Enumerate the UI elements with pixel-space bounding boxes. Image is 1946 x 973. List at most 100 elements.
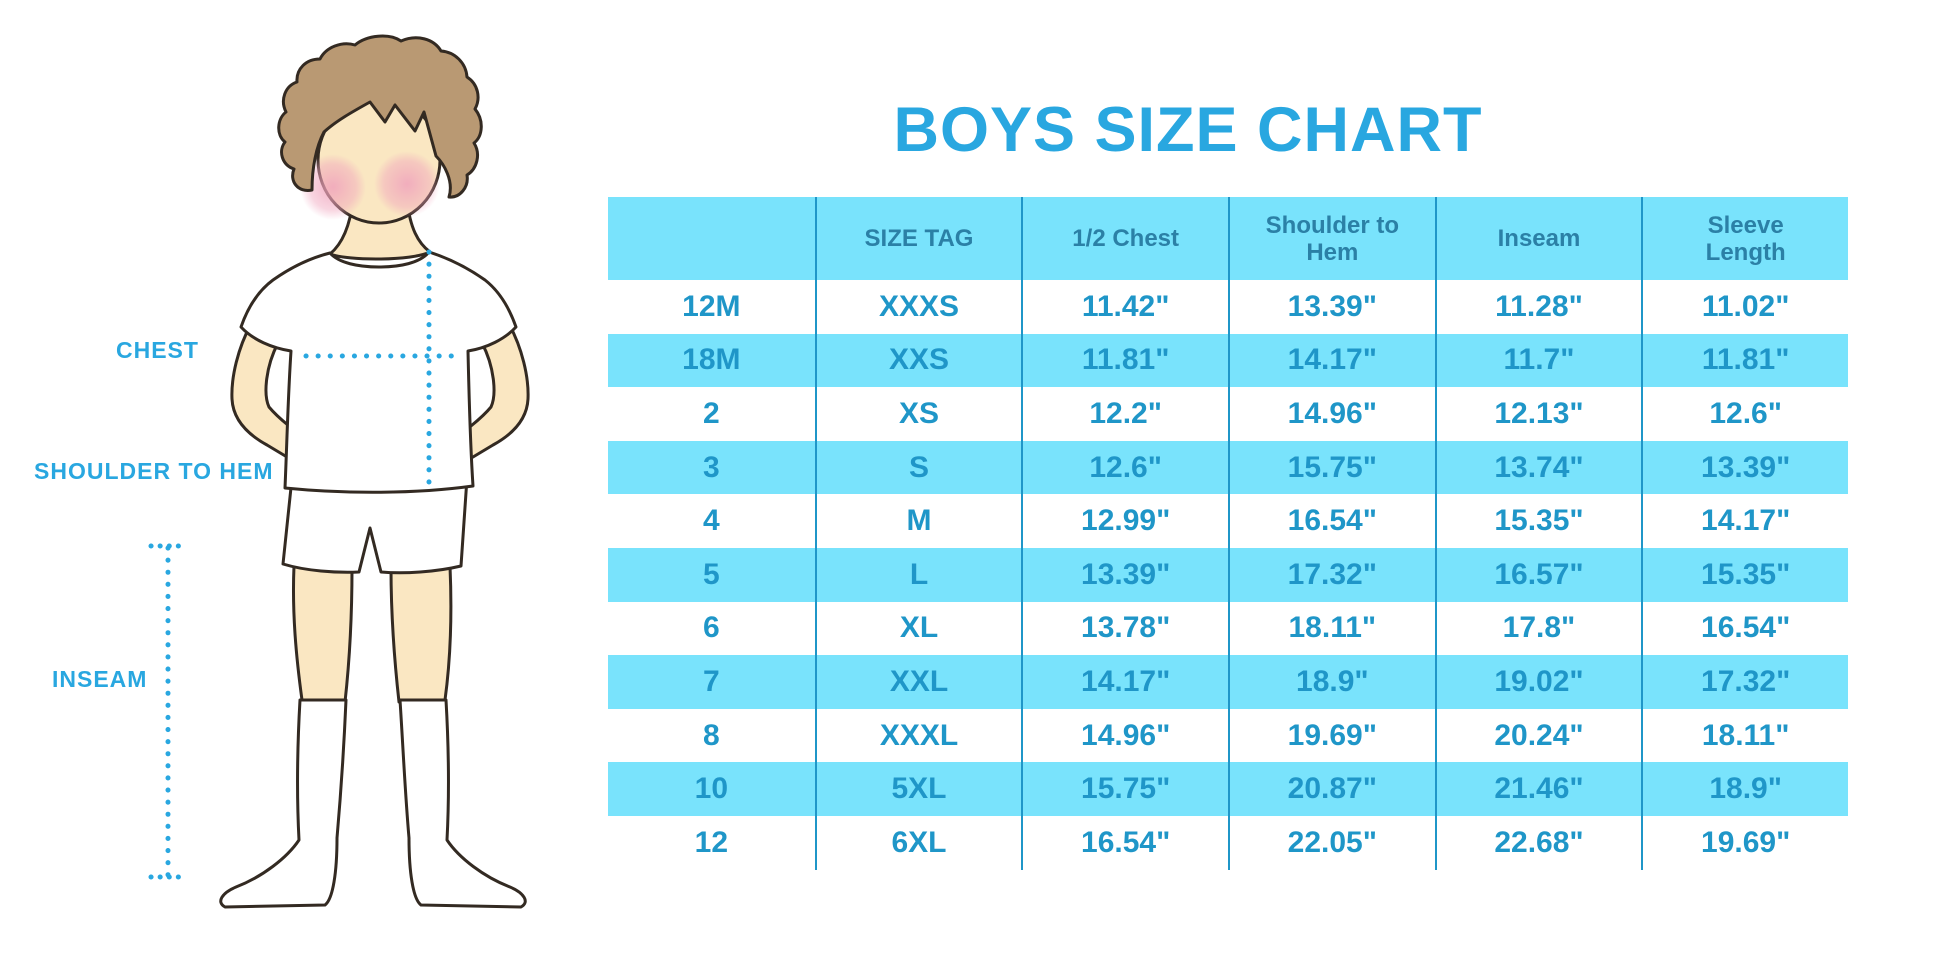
table-row: 12 6XL 16.54" 22.05" 22.68" 19.69" xyxy=(608,815,1848,870)
table-cell: XXXL xyxy=(814,708,1022,763)
table-cell: 11.7" xyxy=(1434,333,1642,388)
table-cell: 19.02" xyxy=(1434,655,1642,709)
table-cell: 14.96" xyxy=(1228,387,1435,441)
table-cell: 17.32" xyxy=(1641,655,1848,709)
table-cell: 6XL xyxy=(814,815,1022,870)
table-cell: 20.87" xyxy=(1228,762,1435,816)
table-cell: 16.54" xyxy=(1228,494,1435,548)
table-cell: XXS xyxy=(814,333,1022,388)
table-cell: 15.35" xyxy=(1434,494,1642,548)
table-cell: 19.69" xyxy=(1228,708,1435,763)
column-header: Shoulder to Hem xyxy=(1228,197,1435,280)
table-cell: 17.8" xyxy=(1434,601,1642,656)
table-cell: 18.11" xyxy=(1641,708,1848,763)
table-cell: 11.81" xyxy=(1021,333,1228,388)
table-cell: 19.69" xyxy=(1641,815,1848,870)
table-cell: 20.24" xyxy=(1434,708,1642,763)
column-header-label: Shoulder to Hem xyxy=(1265,211,1399,266)
table-row: 8 XXXL 14.96" 19.69" 20.24" 18.11" xyxy=(608,708,1848,763)
table-cell: 22.05" xyxy=(1228,815,1435,870)
table-cell: 13.74" xyxy=(1434,440,1642,495)
table-cell: 18.9" xyxy=(1228,655,1435,709)
table-cell: 21.46" xyxy=(1434,762,1642,816)
table-cell: 12.6" xyxy=(1641,387,1848,441)
column-header: SIZE TAG xyxy=(814,197,1022,280)
table-cell: 12.99" xyxy=(1021,494,1228,548)
table-cell: 18.9" xyxy=(1641,762,1848,816)
table-cell: 18.11" xyxy=(1228,601,1435,656)
table-cell: XXL xyxy=(814,655,1022,709)
table-cell: 10 xyxy=(608,762,815,816)
table-cell: XL xyxy=(814,601,1022,656)
table-cell: 22.68" xyxy=(1434,815,1642,870)
chest-label: CHEST xyxy=(116,337,199,363)
table-cell: 13.39" xyxy=(1021,547,1228,602)
shoulder-to-hem-label: SHOULDER TO HEM xyxy=(34,458,274,484)
table-cell: 16.54" xyxy=(1641,601,1848,656)
inseam-label: INSEAM xyxy=(52,666,148,692)
table-cell: XS xyxy=(814,387,1022,441)
column-header-label: Inseam xyxy=(1497,225,1581,252)
table-cell: 12M xyxy=(608,280,815,334)
column-header xyxy=(608,197,815,280)
blush-left xyxy=(300,154,366,220)
table-cell: 12.2" xyxy=(1021,387,1228,441)
table-cell: 5XL xyxy=(814,762,1022,816)
table-cell: S xyxy=(814,440,1022,495)
column-header: Sleeve Length xyxy=(1641,197,1848,280)
size-table: SIZE TAG 1/2 Chest Shoulder to Hem Inseam Sl… xyxy=(608,197,1848,870)
table-cell: 17.32" xyxy=(1228,547,1435,602)
table-cell: 15.75" xyxy=(1228,440,1435,495)
boy-left-sock xyxy=(219,698,348,909)
table-cell: XXXS xyxy=(814,280,1022,334)
table-cell: 12.13" xyxy=(1434,387,1642,441)
table-body: 12M XXXS 11.42" 13.39" 11.28" 11.02" 18M XXS 11.… xyxy=(608,280,1848,870)
table-cell: 12 xyxy=(608,815,815,870)
table-row: 12M XXXS 11.42" 13.39" 11.28" 11.02" xyxy=(608,280,1848,334)
table-cell: 16.54" xyxy=(1021,815,1228,870)
boy-shorts xyxy=(281,476,469,575)
table-cell: 2 xyxy=(608,387,815,441)
table-cell: 5 xyxy=(608,547,815,602)
boy-hair xyxy=(277,34,483,199)
column-header-label: SIZE TAG xyxy=(864,225,974,252)
table-row: 10 5XL 15.75" 20.87" 21.46" 18.9" xyxy=(608,762,1848,816)
table-cell: 11.81" xyxy=(1641,333,1848,388)
table-cell: 14.96" xyxy=(1021,708,1228,763)
table-header-row: SIZE TAG 1/2 Chest Shoulder to Hem Inseam Sl… xyxy=(608,197,1848,280)
boy-right-sock xyxy=(398,698,527,909)
boy-right-leg xyxy=(389,564,453,704)
table-cell: 11.28" xyxy=(1434,280,1642,334)
column-header-label: Sleeve Length xyxy=(1705,211,1786,266)
table-cell: 18M xyxy=(608,333,815,388)
table-cell: 12.6" xyxy=(1021,440,1228,495)
table-cell: 8 xyxy=(608,708,815,763)
table-cell: 6 xyxy=(608,601,815,656)
table-row: 4 M 12.99" 16.54" 15.35" 14.17" xyxy=(608,494,1848,548)
table-cell: M xyxy=(814,494,1022,548)
table-cell: L xyxy=(814,547,1022,602)
table-cell: 13.39" xyxy=(1641,440,1848,495)
table-row: 18M XXS 11.81" 14.17" 11.7" 11.81" xyxy=(608,333,1848,388)
table-row: 2 XS 12.2" 14.96" 12.13" 12.6" xyxy=(608,387,1848,441)
column-header: 1/2 Chest xyxy=(1021,197,1228,280)
column-header-label: 1/2 Chest xyxy=(1072,225,1180,252)
table-cell: 11.02" xyxy=(1641,280,1848,334)
table-cell: 13.39" xyxy=(1228,280,1435,334)
blush-right xyxy=(374,151,440,217)
table-cell: 14.17" xyxy=(1228,333,1435,388)
table-cell: 13.78" xyxy=(1021,601,1228,656)
table-cell: 4 xyxy=(608,494,815,548)
table-row: 6 XL 13.78" 18.11" 17.8" 16.54" xyxy=(608,601,1848,656)
table-cell: 14.17" xyxy=(1641,494,1848,548)
table-row: 5 L 13.39" 17.32" 16.57" 15.35" xyxy=(608,547,1848,602)
table-cell: 11.42" xyxy=(1021,280,1228,334)
table-cell: 3 xyxy=(608,440,815,495)
boy-measurement-illustration xyxy=(148,34,530,909)
table-cell: 7 xyxy=(608,655,815,709)
boy-left-leg xyxy=(291,564,354,704)
table-cell: 14.17" xyxy=(1021,655,1228,709)
table-row: 3 S 12.6" 15.75" 13.74" 13.39" xyxy=(608,440,1848,495)
column-header: Inseam xyxy=(1434,197,1642,280)
